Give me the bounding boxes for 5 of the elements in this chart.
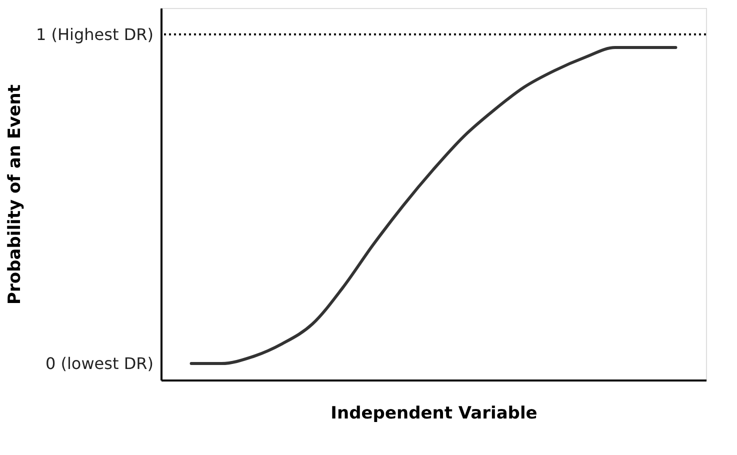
y-axis-title: Probability of an Event xyxy=(5,84,25,304)
x-axis-title: Independent Variable xyxy=(330,404,538,424)
y-tick-label: 0 (lowest DR) xyxy=(45,354,154,374)
y-tick-label: 1 (Highest DR) xyxy=(36,24,154,44)
line-series xyxy=(190,46,678,366)
